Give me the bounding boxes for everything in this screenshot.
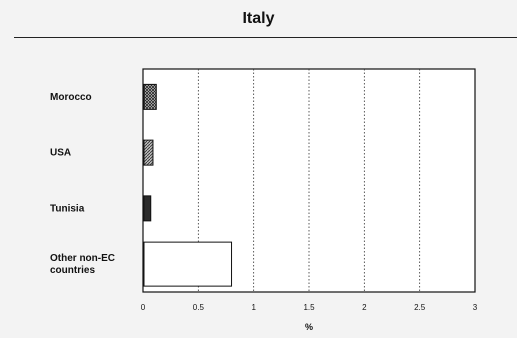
bar-usa [143, 139, 154, 166]
x-tick-labels: 0 0.5 1 1.5 2 2.5 3 [141, 303, 478, 312]
x-tick-label: 1 [251, 303, 256, 312]
x-tick-label: 2.5 [414, 303, 426, 312]
bar-other-non-ec-countries [143, 241, 233, 287]
x-tick-label: 2 [362, 303, 367, 312]
x-tick-label: 0 [141, 303, 146, 312]
category-label: Tunisia [50, 203, 85, 214]
x-tick-label: 0.5 [193, 303, 205, 312]
category-labels: Morocco USA Tunisia Other non-EC countries [50, 92, 115, 276]
category-label: Morocco [50, 92, 92, 103]
bar-tunisia [143, 195, 152, 222]
bar-morocco [143, 83, 157, 110]
bars [143, 83, 233, 287]
x-tick-label: 3 [473, 303, 478, 312]
category-label: Other non-EC countries [50, 253, 115, 276]
chart-title: Italy [242, 10, 275, 27]
title-divider [14, 37, 517, 38]
x-axis-title: % [305, 322, 313, 332]
x-tick-label: 1.5 [303, 303, 315, 312]
category-label: USA [50, 148, 71, 159]
